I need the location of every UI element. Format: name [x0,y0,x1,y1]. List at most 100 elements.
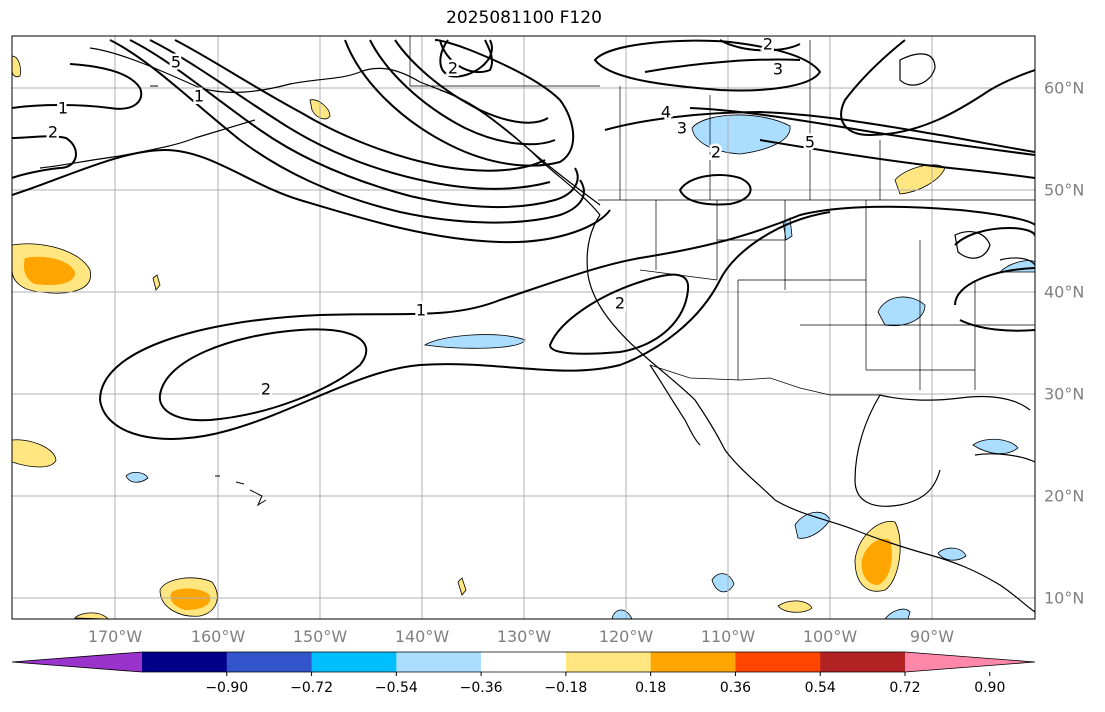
lon-label: 140°W [395,627,450,646]
contour-label: 4 [661,103,671,122]
contour-jet-7 [394,39,549,124]
latitude-labels: 60°N 50°N 40°N 30°N 20°N 10°N [1044,79,1084,608]
contour-label: 2 [763,35,773,54]
contour-label: 2 [261,380,271,399]
contour-pacific-1b [99,211,831,440]
colorbar-tick-label: −0.72 [290,680,333,696]
contour-cali-2 [548,273,690,355]
cuba [974,453,1035,463]
anomaly-fills [12,55,1035,619]
colorbar-extend-min [12,652,142,672]
contour-canada-4b [644,58,801,73]
lon-label: 160°W [191,627,246,646]
lon-label: 110°W [701,627,756,646]
contour-label: 2 [48,123,58,142]
contour-jet-1 [109,39,585,224]
contour-canada-2b [719,39,801,52]
positive-anomaly-patch [457,577,467,596]
us-mexico-border [649,364,880,396]
contour-pacific-2 [158,328,368,422]
negative-anomaly-patch [125,472,149,483]
colorbar-segment [311,652,397,672]
contour-label: 2 [448,59,458,78]
colorbar-extend-max [905,652,1035,672]
negative-anomaly-patch [423,334,526,349]
graticule [12,36,1035,619]
colorbar-tick-label: 0.72 [889,680,920,696]
lon-label: 150°W [293,627,348,646]
lon-label: 100°W [803,627,858,646]
contour-canada-4 [604,110,1035,153]
positive-anomaly-patch [152,274,161,291]
political-borders [409,36,1035,396]
positive-anomaly-patch-strong [23,256,76,286]
contour-label: 1 [194,87,204,106]
great-lakes [954,231,1035,266]
contour-jet-5 [344,39,575,167]
islands [150,85,267,507]
contour-label-group: 1 2 2 1 2 2 3 4 3 2 5 1 2 5 [45,32,817,401]
colorbar-segment [650,652,736,672]
positive-anomaly-patch-strong [861,538,892,585]
mexico-coast [774,499,1035,613]
contour-hudson-loop [840,39,1035,137]
colorbar-tick-label: 0.18 [635,680,666,696]
negative-anomaly-patch [937,547,967,561]
hudson-bay [899,53,936,86]
lat-label: 50°N [1044,181,1084,200]
lat-label: 40°N [1044,283,1084,302]
alaska-coast [89,47,601,216]
lat-label: 30°N [1044,385,1084,404]
contour-lower-long [12,148,611,244]
contour-canada-2 [678,174,752,206]
colorbar: −0.90 −0.72 −0.54 −0.36 −0.18 0.18 0.36 0.54 0.7… [11,651,1036,696]
colorbar-tick-label: −0.18 [544,680,587,696]
colorbar-tick-label: 0.90 [974,680,1005,696]
longitude-labels: 170°W 160°W 150°W 140°W 130°W 120°W 110°… [88,627,954,646]
contour-canada-5 [689,107,1035,156]
contour-lines [12,39,1035,440]
contour-upper-center [439,39,493,78]
contour-jet-6 [369,39,556,146]
hawaii-islands [215,475,267,507]
lon-label: 120°W [599,627,654,646]
colorbar-tick-label: 0.54 [805,680,836,696]
colorbar-tick-label: −0.90 [205,680,248,696]
colorbar-segment [735,652,821,672]
alaska-canada-border [409,36,600,87]
contour-label: 5 [171,53,181,72]
contour-jet-4 [174,39,546,172]
contour-northeast-loop2 [954,226,1035,246]
positive-anomaly-patch-strong [170,588,211,610]
lat-label: 60°N [1044,79,1084,98]
colorbar-tick-label: −0.36 [460,680,503,696]
colorbar-segment [820,652,906,672]
map-frame [11,35,1036,620]
lon-label: 170°W [88,627,143,646]
canada-provinces [619,40,881,200]
contour-jet-2 [129,39,579,209]
colorbar-outline [11,651,1036,673]
contour-northeast-loop [954,267,1035,332]
us-west-coast [586,214,776,501]
map-title: 2025081100 F120 [446,8,602,28]
positive-anomaly-patch [12,439,57,468]
contour-1-west [12,63,143,110]
baja-peninsula [649,364,701,446]
contour-label: 3 [773,60,783,79]
contour-pacific-1 [99,205,1035,401]
colorbar-segment [396,652,482,672]
negative-anomaly-patch [972,438,1019,455]
contour-2-west [12,135,77,179]
negative-anomaly-patch [877,296,926,327]
colorbar-segment [565,652,652,672]
contour-upper-closed [439,39,494,73]
contour-label: 2 [711,143,721,162]
colorbar-segment [226,652,313,672]
lat-label: 10°N [1044,589,1084,608]
contour-label: 2 [615,294,625,313]
positive-anomaly-patch [777,600,813,613]
colorbar-tick-label: 0.36 [720,680,751,696]
negative-anomaly-patch [884,608,911,619]
